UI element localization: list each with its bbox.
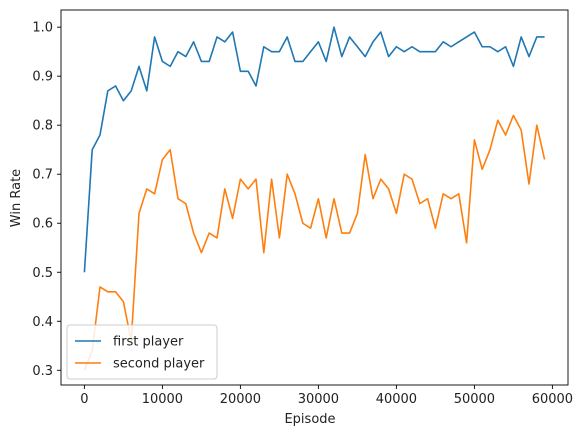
- series-line-first-player: [83, 26, 545, 273]
- legend-label-first-player: first player: [113, 335, 184, 350]
- y-tick-label: 1.0: [32, 21, 53, 36]
- plot-frame: [60, 9, 569, 386]
- series-line-second-player: [83, 114, 546, 371]
- x-tick-label: 60000: [532, 392, 573, 407]
- y-tick-label: 0.7: [32, 168, 53, 183]
- legend-label-second-player: second player: [113, 357, 205, 372]
- x-tick-label: 40000: [376, 392, 417, 407]
- x-tick-label: 10000: [142, 392, 183, 407]
- series-layer: [83, 26, 546, 371]
- y-tick-label: 0.5: [32, 266, 53, 281]
- x-tick-label: 0: [80, 392, 88, 407]
- y-axis: 0.3 0.4 0.5 0.6 0.7 0.8 0.9 1.0: [32, 21, 61, 379]
- y-tick-label: 0.6: [32, 217, 53, 232]
- y-tick-label: 0.4: [32, 315, 53, 330]
- x-tick-label: 50000: [454, 392, 495, 407]
- y-tick-label: 0.3: [32, 364, 53, 379]
- x-tick-label: 20000: [220, 392, 261, 407]
- x-axis-label: Episode: [284, 412, 335, 427]
- y-tick-label: 0.8: [32, 119, 53, 134]
- y-tick-label: 0.9: [32, 70, 53, 85]
- legend-box: [66, 324, 218, 380]
- x-axis: 0 10000 20000 30000 40000 50000 60000: [80, 385, 573, 407]
- legend: first player second player: [66, 324, 218, 380]
- x-tick-label: 30000: [298, 392, 339, 407]
- y-axis-label: Win Rate: [9, 169, 24, 227]
